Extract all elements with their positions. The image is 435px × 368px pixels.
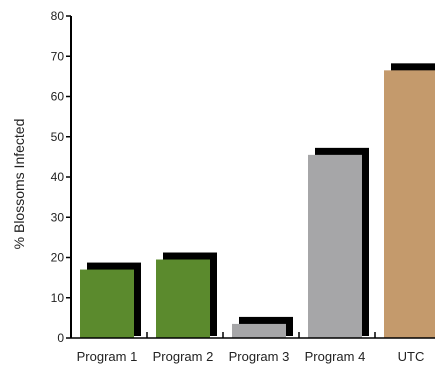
y-tick-label: 10 xyxy=(51,291,65,305)
category-label: Program 4 xyxy=(305,349,366,364)
y-tick-label: 60 xyxy=(51,90,65,104)
category-label: Program 2 xyxy=(153,349,214,364)
bar-shadows xyxy=(87,63,435,337)
y-tick-label: 30 xyxy=(51,210,65,224)
category-label: UTC xyxy=(398,349,425,364)
y-axis-title: % Blossoms Infected xyxy=(11,119,27,250)
bar xyxy=(232,323,286,338)
category-label: Program 1 xyxy=(77,349,138,364)
y-tick-label: 70 xyxy=(51,49,65,63)
bar xyxy=(308,154,362,338)
y-tick-label: 40 xyxy=(51,170,65,184)
bars xyxy=(80,70,435,339)
category-label: Program 3 xyxy=(229,349,290,364)
x-ticks xyxy=(146,332,376,338)
bar xyxy=(156,259,210,338)
y-tick-label: 80 xyxy=(51,9,65,23)
category-labels: Program 1 Program 2 Program 3 Program 4 UTC xyxy=(77,349,425,364)
y-tick-label: 0 xyxy=(57,331,64,345)
y-tick-label: 20 xyxy=(51,251,65,265)
bar xyxy=(80,269,134,338)
y-tick-label: 50 xyxy=(51,130,65,144)
y-ticks: 0 10 20 30 40 50 60 70 80 xyxy=(51,9,71,345)
bar xyxy=(384,70,435,339)
